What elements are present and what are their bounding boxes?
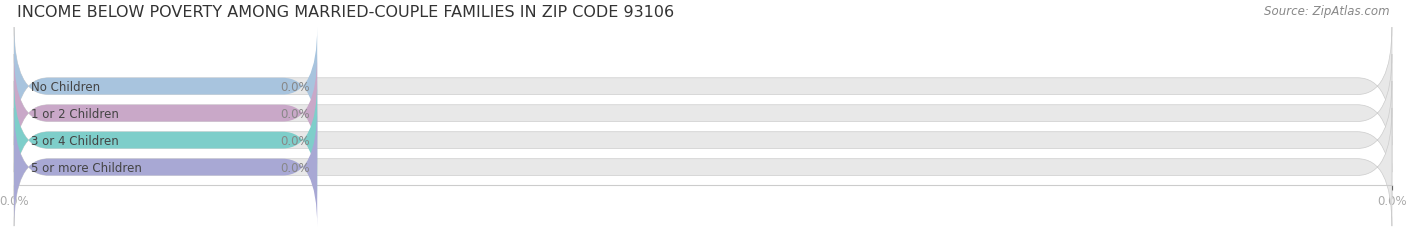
Text: 0.0%: 0.0% <box>281 80 311 93</box>
Text: No Children: No Children <box>31 80 100 93</box>
FancyBboxPatch shape <box>14 55 318 173</box>
Text: 0.0%: 0.0% <box>281 107 311 120</box>
FancyBboxPatch shape <box>14 109 1392 226</box>
Text: 3 or 4 Children: 3 or 4 Children <box>31 134 118 147</box>
FancyBboxPatch shape <box>14 28 1392 146</box>
Text: INCOME BELOW POVERTY AMONG MARRIED-COUPLE FAMILIES IN ZIP CODE 93106: INCOME BELOW POVERTY AMONG MARRIED-COUPL… <box>17 5 673 20</box>
FancyBboxPatch shape <box>14 109 318 226</box>
Text: 0.0%: 0.0% <box>281 161 311 174</box>
FancyBboxPatch shape <box>14 28 318 146</box>
FancyBboxPatch shape <box>14 82 1392 199</box>
Text: Source: ZipAtlas.com: Source: ZipAtlas.com <box>1264 5 1389 18</box>
Text: 1 or 2 Children: 1 or 2 Children <box>31 107 118 120</box>
FancyBboxPatch shape <box>14 55 1392 173</box>
FancyBboxPatch shape <box>14 82 318 199</box>
Text: 0.0%: 0.0% <box>281 134 311 147</box>
Text: 5 or more Children: 5 or more Children <box>31 161 142 174</box>
